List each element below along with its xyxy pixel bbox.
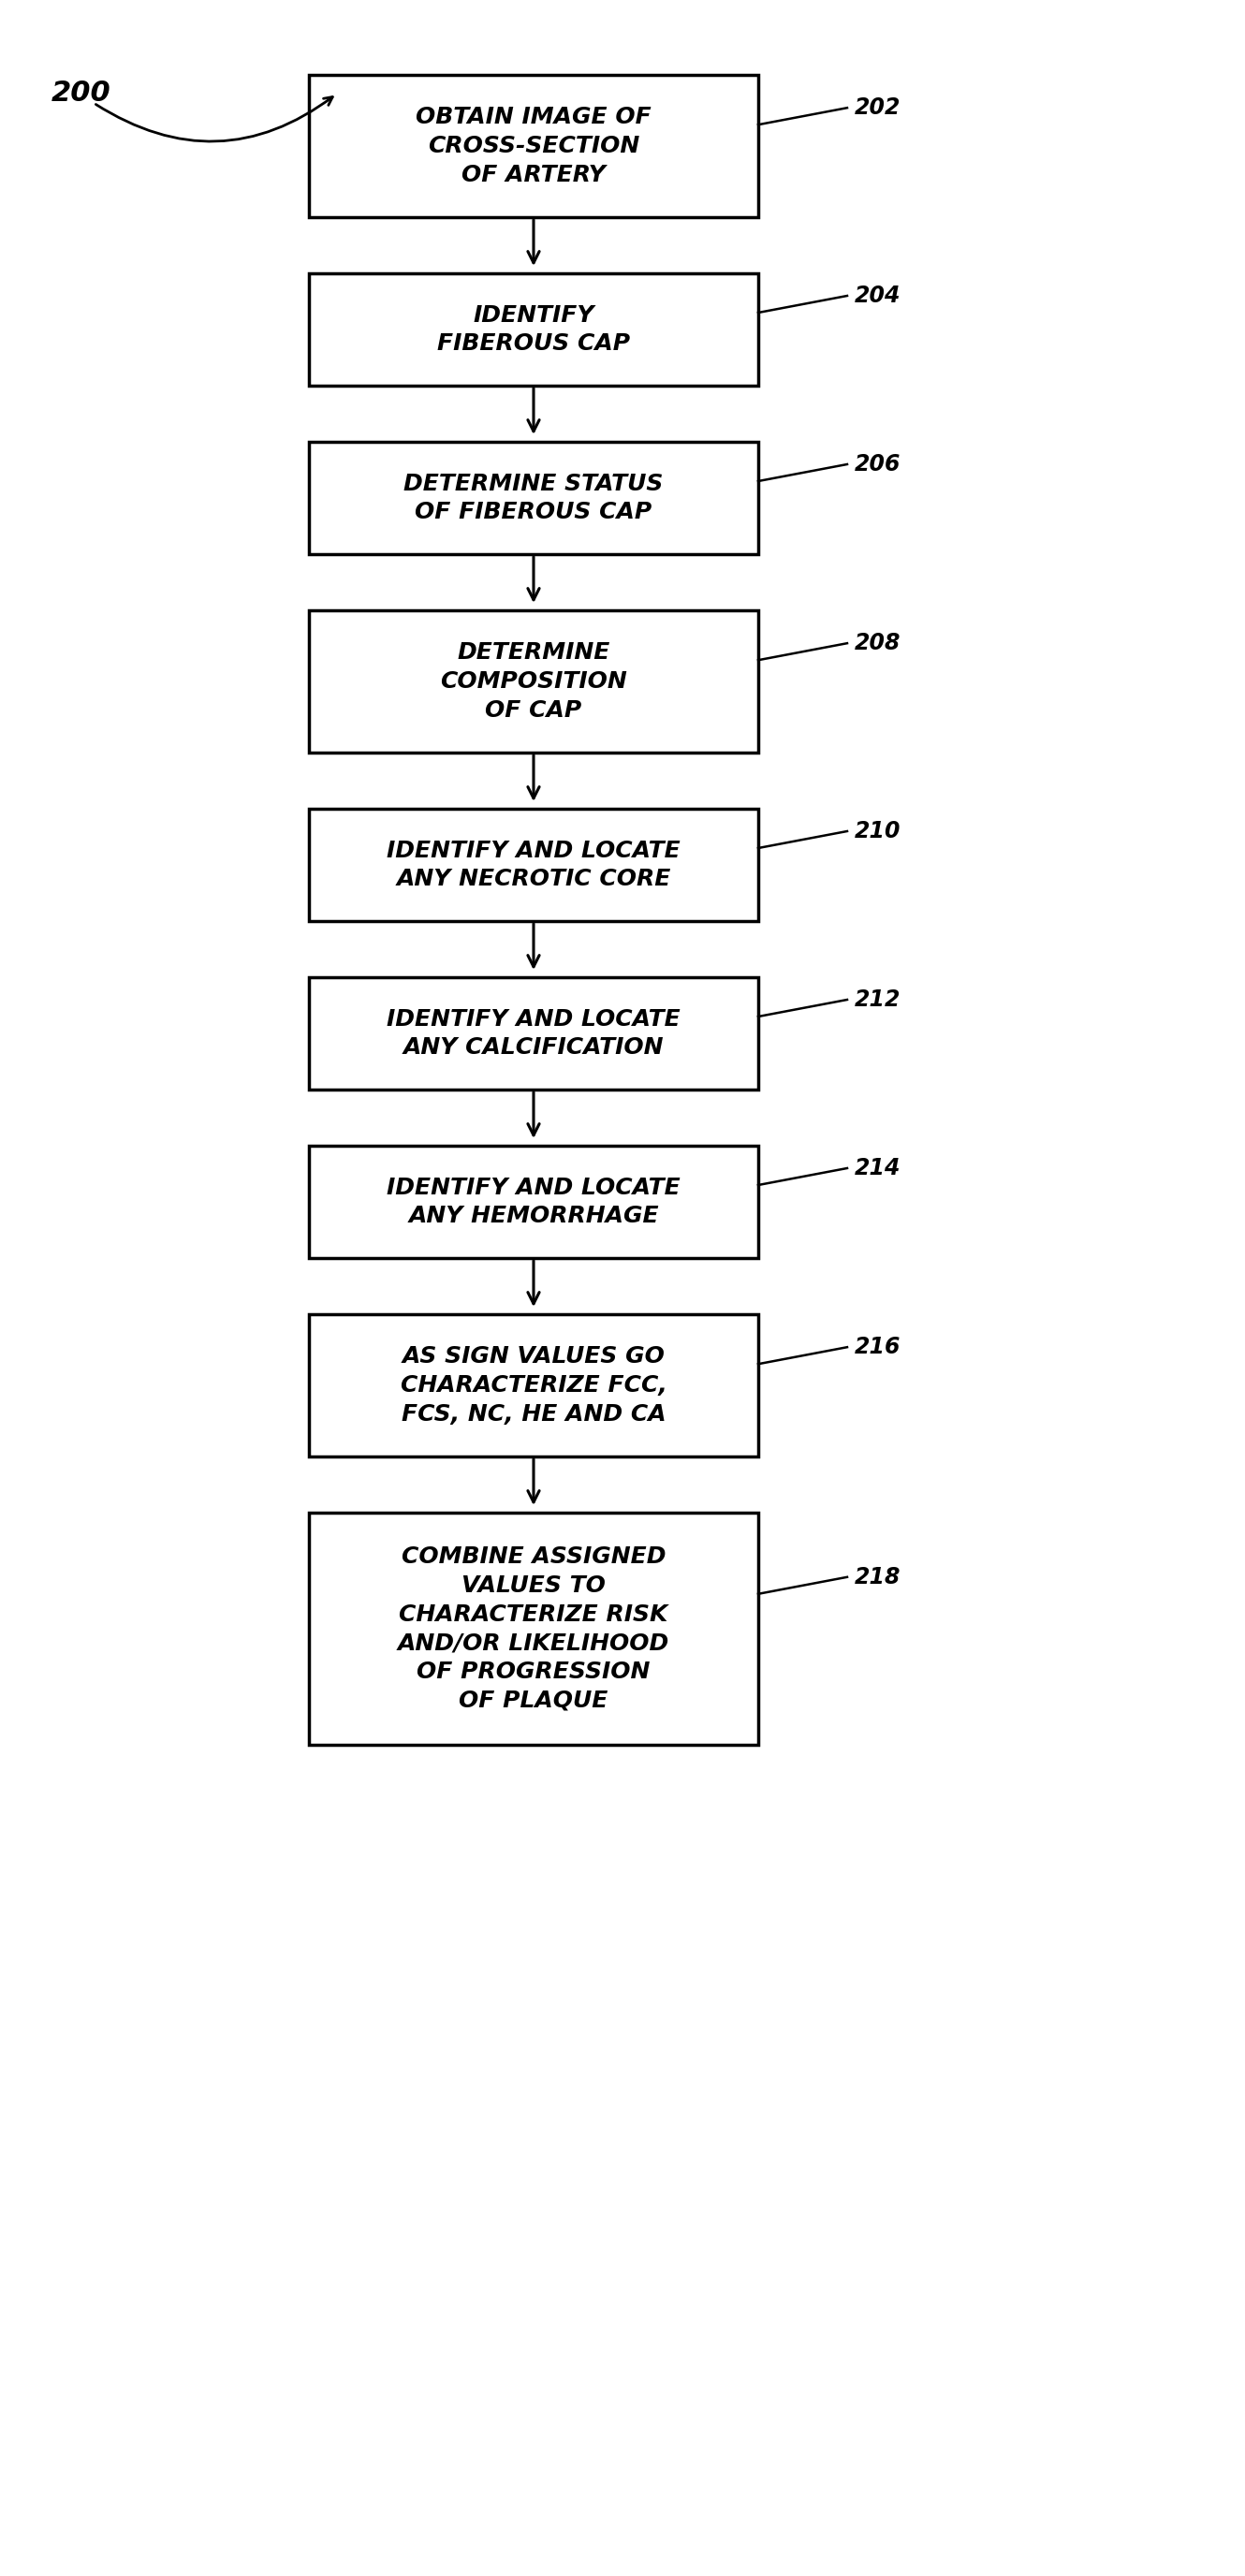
Text: 204: 204	[854, 283, 901, 307]
Bar	[309, 1146, 758, 1257]
Text: 214: 214	[854, 1157, 901, 1180]
Text: IDENTIFY AND LOCATE
ANY HEMORRHAGE: IDENTIFY AND LOCATE ANY HEMORRHAGE	[387, 1177, 681, 1226]
Bar	[309, 443, 758, 554]
Bar	[309, 1314, 758, 1455]
Text: AS SIGN VALUES GO
CHARACTERIZE FCC,
FCS, NC, HE AND CA: AS SIGN VALUES GO CHARACTERIZE FCC, FCS,…	[400, 1345, 667, 1425]
Text: 218: 218	[854, 1566, 901, 1589]
Text: DETERMINE
COMPOSITION
OF CAP: DETERMINE COMPOSITION OF CAP	[439, 641, 627, 721]
Bar	[309, 611, 758, 752]
Bar	[309, 75, 758, 216]
Text: 202: 202	[854, 95, 901, 118]
Text: OBTAIN IMAGE OF
CROSS-SECTION
OF ARTERY: OBTAIN IMAGE OF CROSS-SECTION OF ARTERY	[416, 106, 651, 185]
Text: 208: 208	[854, 631, 901, 654]
Text: 212: 212	[854, 989, 901, 1010]
Text: 206: 206	[854, 453, 901, 477]
Bar	[309, 976, 758, 1090]
FancyArrowPatch shape	[96, 98, 332, 142]
Text: 216: 216	[854, 1337, 901, 1358]
Bar	[309, 273, 758, 386]
Bar	[309, 1512, 758, 1744]
Text: COMBINE ASSIGNED
VALUES TO
CHARACTERIZE RISK
AND/OR LIKELIHOOD
OF PROGRESSION
OF: COMBINE ASSIGNED VALUES TO CHARACTERIZE …	[397, 1546, 670, 1710]
Text: 200: 200	[51, 80, 111, 106]
Text: 210: 210	[854, 819, 901, 842]
Text: DETERMINE STATUS
OF FIBEROUS CAP: DETERMINE STATUS OF FIBEROUS CAP	[403, 471, 664, 523]
Text: IDENTIFY
FIBEROUS CAP: IDENTIFY FIBEROUS CAP	[437, 304, 630, 355]
Text: IDENTIFY AND LOCATE
ANY CALCIFICATION: IDENTIFY AND LOCATE ANY CALCIFICATION	[387, 1007, 681, 1059]
Bar	[309, 809, 758, 922]
Text: IDENTIFY AND LOCATE
ANY NECROTIC CORE: IDENTIFY AND LOCATE ANY NECROTIC CORE	[387, 840, 681, 891]
